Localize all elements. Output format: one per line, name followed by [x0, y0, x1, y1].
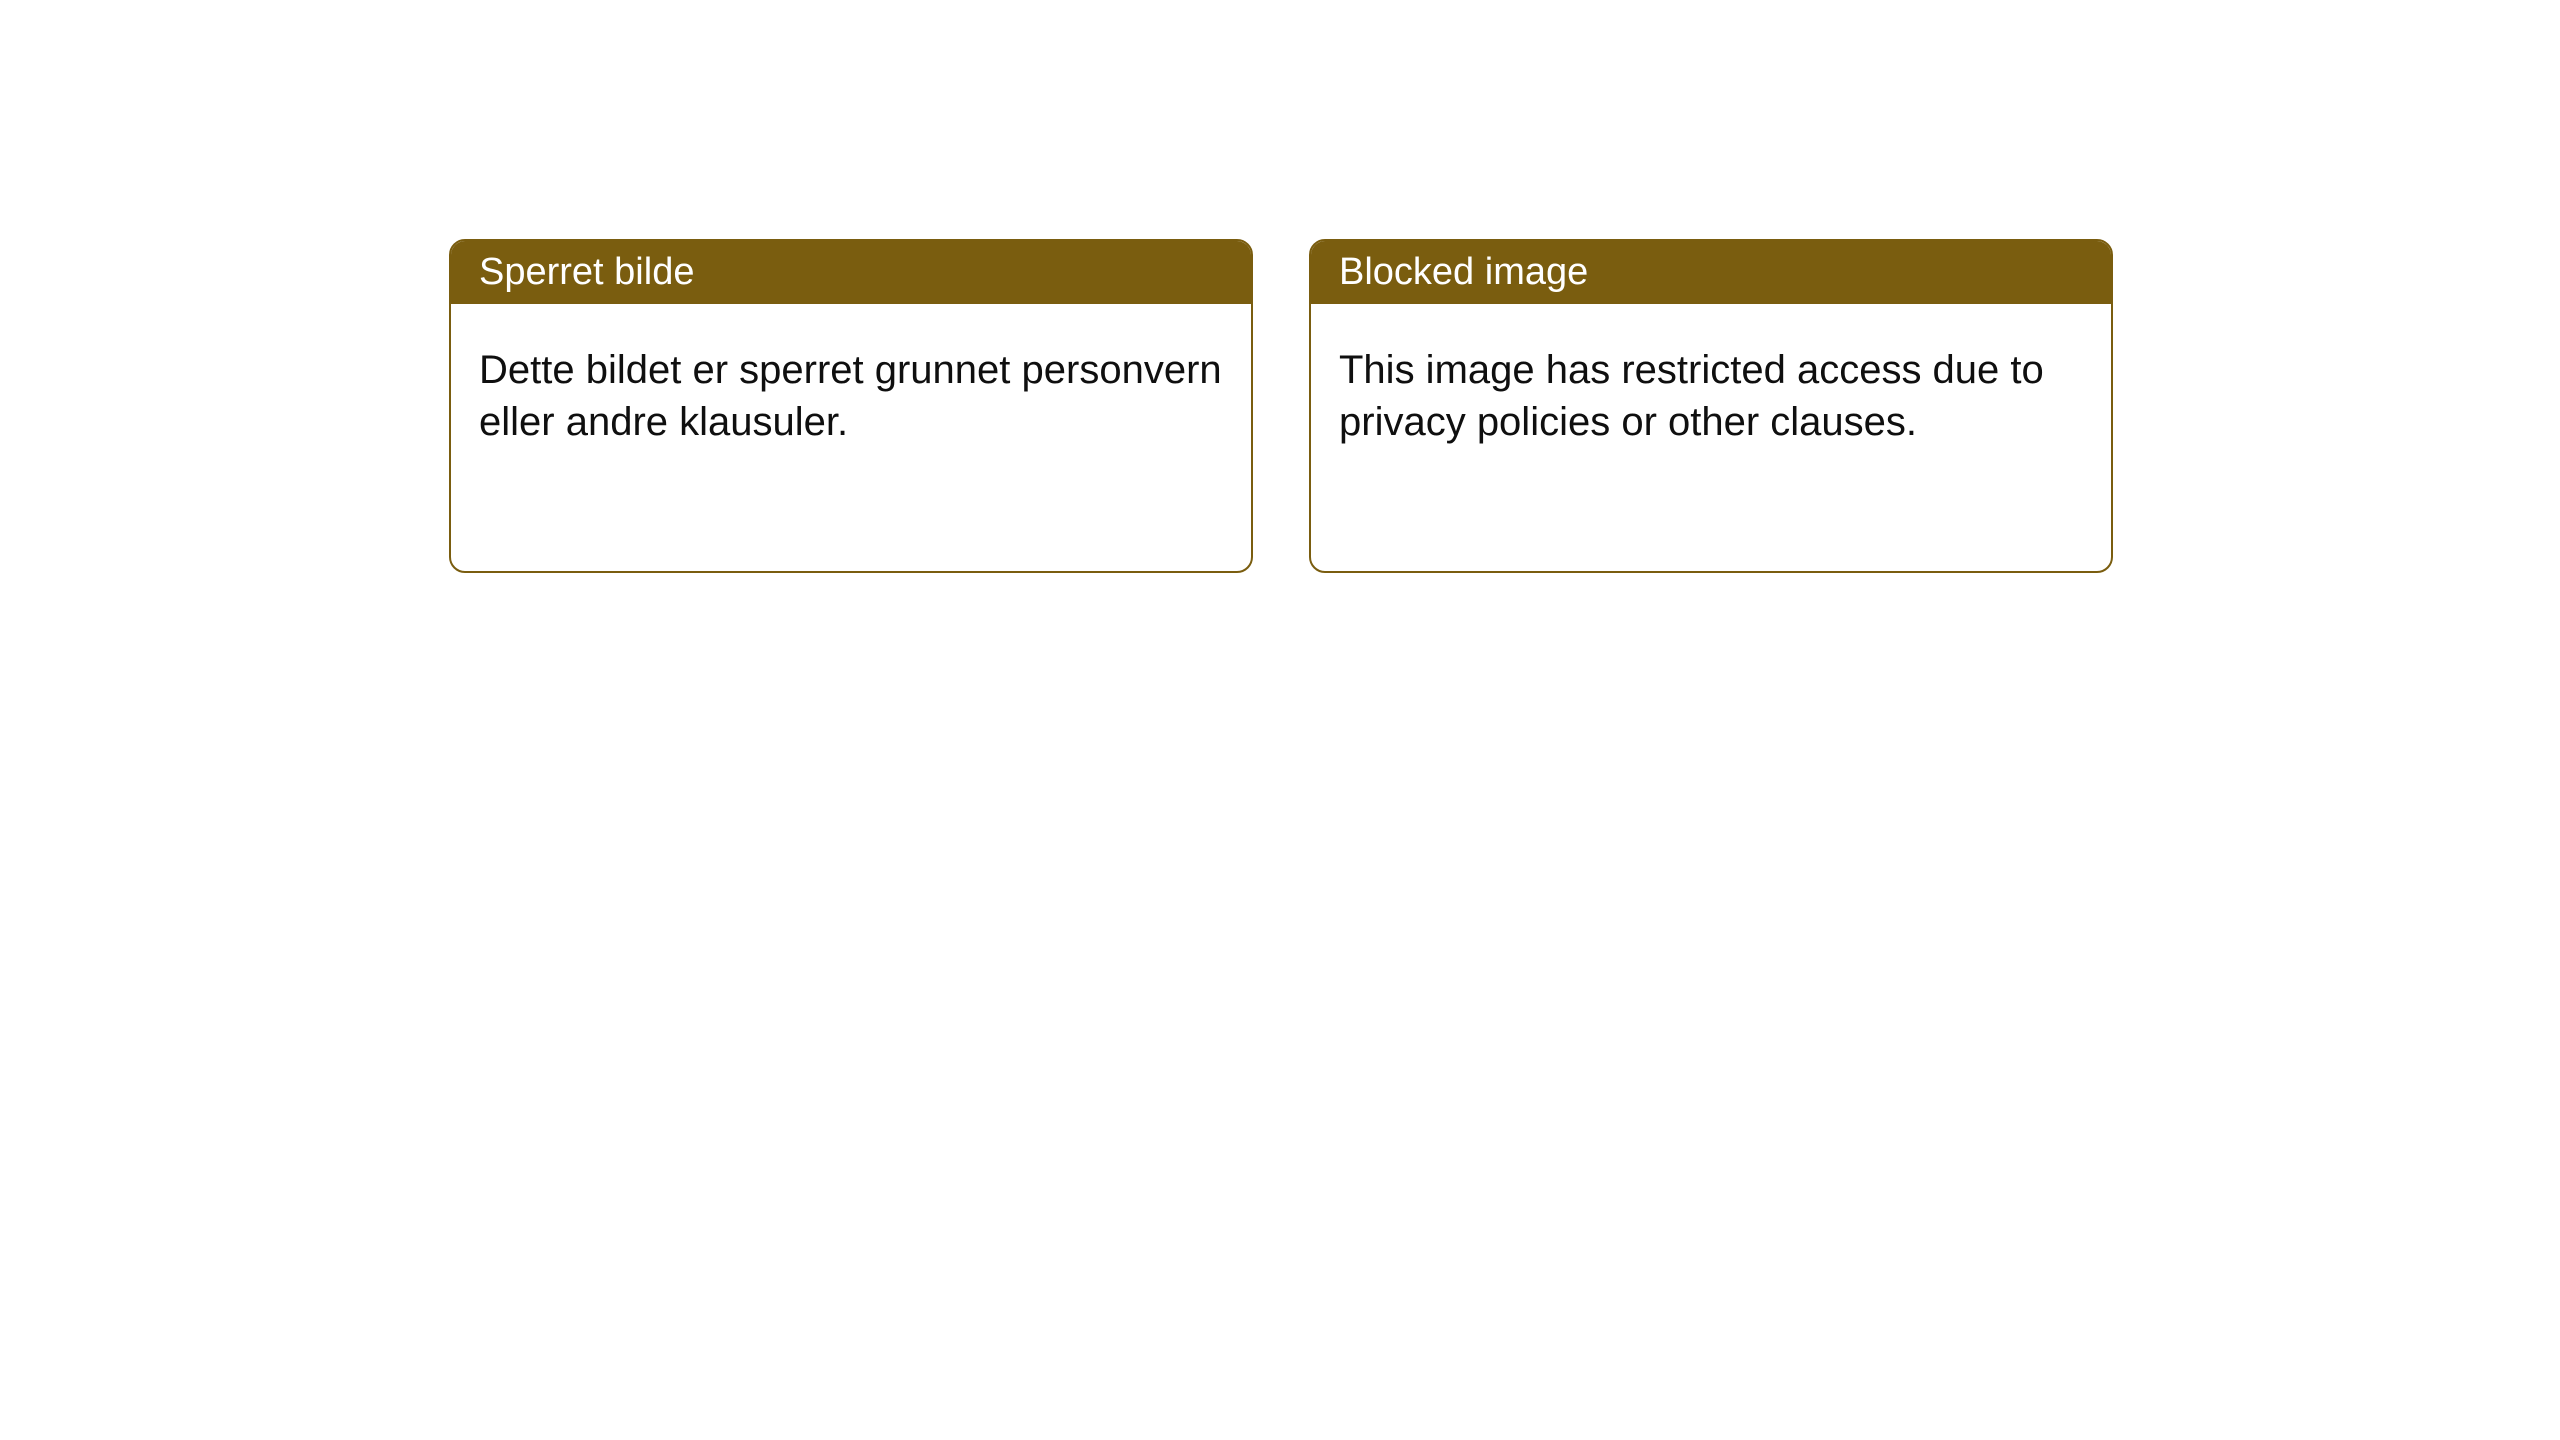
card-body-text: Dette bildet er sperret grunnet personve…: [479, 348, 1222, 444]
card-header: Sperret bilde: [451, 241, 1251, 304]
notice-card-norwegian: Sperret bilde Dette bildet er sperret gr…: [449, 239, 1253, 573]
card-title: Sperret bilde: [479, 251, 694, 293]
notice-card-english: Blocked image This image has restricted …: [1309, 239, 2113, 573]
card-body: This image has restricted access due to …: [1311, 304, 2111, 488]
card-title: Blocked image: [1339, 251, 1588, 293]
notice-cards-container: Sperret bilde Dette bildet er sperret gr…: [449, 239, 2113, 573]
card-body-text: This image has restricted access due to …: [1339, 348, 2044, 444]
card-header: Blocked image: [1311, 241, 2111, 304]
card-body: Dette bildet er sperret grunnet personve…: [451, 304, 1251, 488]
